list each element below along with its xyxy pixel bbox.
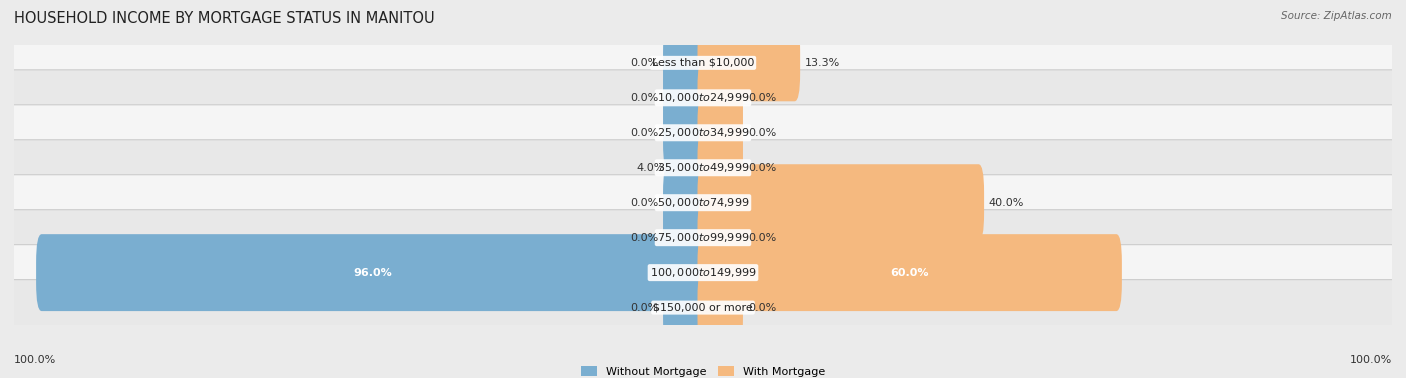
Text: 0.0%: 0.0% — [748, 163, 776, 173]
FancyBboxPatch shape — [664, 199, 709, 276]
Text: $100,000 to $149,999: $100,000 to $149,999 — [650, 266, 756, 279]
FancyBboxPatch shape — [697, 129, 742, 206]
FancyBboxPatch shape — [669, 129, 709, 206]
FancyBboxPatch shape — [37, 234, 709, 311]
FancyBboxPatch shape — [13, 140, 1393, 196]
FancyBboxPatch shape — [697, 234, 1122, 311]
FancyBboxPatch shape — [13, 105, 1393, 161]
Text: $150,000 or more: $150,000 or more — [654, 303, 752, 313]
FancyBboxPatch shape — [13, 35, 1393, 91]
FancyBboxPatch shape — [697, 24, 800, 101]
FancyBboxPatch shape — [697, 94, 742, 171]
FancyBboxPatch shape — [664, 59, 709, 136]
FancyBboxPatch shape — [13, 175, 1393, 231]
Text: $50,000 to $74,999: $50,000 to $74,999 — [657, 196, 749, 209]
Text: HOUSEHOLD INCOME BY MORTGAGE STATUS IN MANITOU: HOUSEHOLD INCOME BY MORTGAGE STATUS IN M… — [14, 11, 434, 26]
Text: 96.0%: 96.0% — [353, 268, 392, 277]
FancyBboxPatch shape — [664, 269, 709, 346]
Text: Less than $10,000: Less than $10,000 — [652, 58, 754, 68]
Text: 4.0%: 4.0% — [637, 163, 665, 173]
Text: $25,000 to $34,999: $25,000 to $34,999 — [657, 126, 749, 139]
Text: 13.3%: 13.3% — [806, 58, 841, 68]
Text: 0.0%: 0.0% — [630, 93, 658, 103]
Text: 0.0%: 0.0% — [630, 128, 658, 138]
FancyBboxPatch shape — [664, 94, 709, 171]
Text: 0.0%: 0.0% — [630, 198, 658, 208]
FancyBboxPatch shape — [697, 199, 742, 276]
FancyBboxPatch shape — [664, 164, 709, 241]
FancyBboxPatch shape — [664, 24, 709, 101]
Text: 40.0%: 40.0% — [988, 198, 1025, 208]
Text: $35,000 to $49,999: $35,000 to $49,999 — [657, 161, 749, 174]
Text: 100.0%: 100.0% — [1350, 355, 1392, 365]
FancyBboxPatch shape — [13, 280, 1393, 336]
Text: 0.0%: 0.0% — [630, 58, 658, 68]
FancyBboxPatch shape — [13, 245, 1393, 301]
Text: 0.0%: 0.0% — [748, 128, 776, 138]
FancyBboxPatch shape — [13, 70, 1393, 126]
Text: $75,000 to $99,999: $75,000 to $99,999 — [657, 231, 749, 244]
Text: Source: ZipAtlas.com: Source: ZipAtlas.com — [1281, 11, 1392, 21]
Text: 0.0%: 0.0% — [630, 233, 658, 243]
Text: 0.0%: 0.0% — [748, 93, 776, 103]
Text: 0.0%: 0.0% — [748, 303, 776, 313]
FancyBboxPatch shape — [697, 59, 742, 136]
FancyBboxPatch shape — [697, 269, 742, 346]
Text: 60.0%: 60.0% — [890, 268, 929, 277]
Text: 0.0%: 0.0% — [748, 233, 776, 243]
Legend: Without Mortgage, With Mortgage: Without Mortgage, With Mortgage — [576, 361, 830, 378]
Text: 0.0%: 0.0% — [630, 303, 658, 313]
Text: $10,000 to $24,999: $10,000 to $24,999 — [657, 91, 749, 104]
FancyBboxPatch shape — [13, 210, 1393, 266]
Text: 100.0%: 100.0% — [14, 355, 56, 365]
FancyBboxPatch shape — [697, 164, 984, 241]
